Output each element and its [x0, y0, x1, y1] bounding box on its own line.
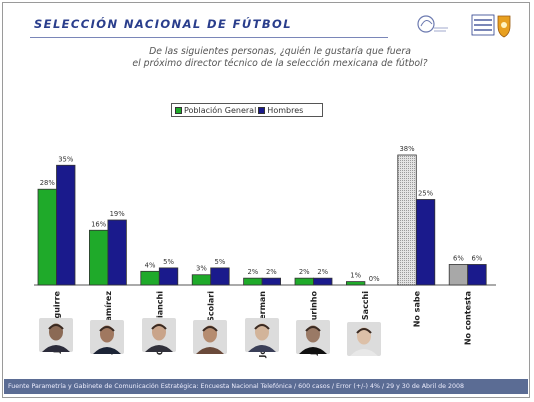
category-label-no-contesta: No contesta: [464, 291, 473, 345]
bar-arrigo-sacchi-poblacion-general: [345, 281, 366, 286]
data-label-felipe-scolari-hombres: 5%: [215, 258, 226, 266]
data-label-carlos-bianchi-poblacion-general: 4%: [145, 261, 156, 269]
title-underline: [30, 37, 388, 38]
question-line-1: De las siguientes personas, ¿quién le gu…: [149, 46, 411, 57]
bar-carlos-bianchi-poblacion-general: [140, 270, 160, 286]
photo-felipe-scolari: [193, 320, 228, 354]
bar-no-contesta-poblacion-general: [448, 264, 469, 286]
data-label-no-contesta-poblacion-general: 6%: [453, 254, 464, 262]
photo-jose-pekerman: [244, 318, 279, 352]
data-label-jose-pekerman-poblacion-general: 2%: [247, 268, 258, 276]
bar-no-sabe-hombres: [415, 199, 436, 286]
page-title: SELECCIÓN NACIONAL DE FÚTBOL: [34, 17, 292, 31]
gabinete-logo-icon: [471, 14, 495, 36]
data-label-no-contesta-hombres: 6%: [472, 254, 483, 262]
bar-javier-aguirre-poblacion-general: [37, 188, 57, 286]
sponsor-logos: [417, 14, 511, 38]
chart-legend: Población General Hombres: [171, 103, 323, 117]
data-label-jose-mourinho-poblacion-general: 2%: [299, 268, 310, 276]
bar-felipe-scolari-poblacion-general: [191, 274, 212, 286]
bar-jose-pekerman-hombres: [261, 277, 282, 286]
legend-swatch-poblacion: [175, 106, 182, 114]
data-label-javier-aguirre-poblacion-general: 28%: [40, 179, 56, 187]
photo-arrigo-sacchi: [347, 322, 382, 356]
data-label-jesus-ramirez-poblacion-general: 16%: [91, 220, 107, 228]
question-line-2: el próximo director técnico de la selecc…: [132, 58, 428, 69]
bar-jesus-ramirez-poblacion-general: [89, 229, 109, 286]
data-label-felipe-scolari-poblacion-general: 3%: [196, 265, 207, 273]
bar-no-sabe-poblacion-general: [397, 154, 417, 286]
category-label-arrigo-sacchi: Arrigo Sacchi: [361, 291, 370, 351]
data-label-javier-aguirre-hombres: 35%: [58, 155, 74, 163]
legend-swatch-hombres: [258, 106, 266, 114]
bar-carlos-bianchi-hombres: [158, 267, 179, 286]
data-label-jose-pekerman-hombres: 2%: [266, 268, 277, 276]
survey-question: De las siguientes personas, ¿quién le gu…: [60, 46, 500, 70]
bar-jose-pekerman-poblacion-general: [243, 277, 263, 286]
data-label-jesus-ramirez-hombres: 19%: [110, 210, 126, 218]
category-label-no-sabe: No sabe: [412, 290, 421, 327]
data-label-no-sabe-hombres: 25%: [418, 189, 434, 197]
photo-jose-mourinho: [296, 320, 330, 354]
photo-carlos-bianchi: [141, 318, 176, 352]
shield-logo-icon: [497, 15, 511, 38]
legend-label-poblacion: Población General: [184, 105, 257, 115]
photo-jesus-ramirez: [90, 320, 125, 354]
data-label-no-sabe-poblacion-general: 38%: [399, 145, 415, 153]
legend-item-poblacion: Población General: [175, 106, 256, 115]
data-label-arrigo-sacchi-poblacion-general: 1%: [350, 272, 361, 280]
parametria-logo-icon: [417, 15, 448, 33]
legend-label-hombres: Hombres: [267, 105, 304, 115]
bar-jose-mourinho-hombres: [313, 277, 333, 286]
bar-javier-aguirre-hombres: [56, 164, 76, 286]
bar-felipe-scolari-hombres: [210, 267, 230, 286]
bar-jose-mourinho-poblacion-general: [294, 277, 314, 286]
data-label-carlos-bianchi-hombres: 5%: [163, 258, 174, 266]
photo-javier-aguirre: [39, 318, 73, 352]
source-footer: Fuente Parametría y Gabinete de Comunica…: [4, 379, 528, 394]
bar-no-contesta-hombres: [467, 264, 487, 286]
data-label-arrigo-sacchi-hombres: 0%: [369, 275, 380, 283]
bar-jesus-ramirez-hombres: [107, 219, 127, 286]
legend-item-hombres: Hombres: [258, 106, 303, 115]
data-label-jose-mourinho-hombres: 2%: [317, 268, 328, 276]
